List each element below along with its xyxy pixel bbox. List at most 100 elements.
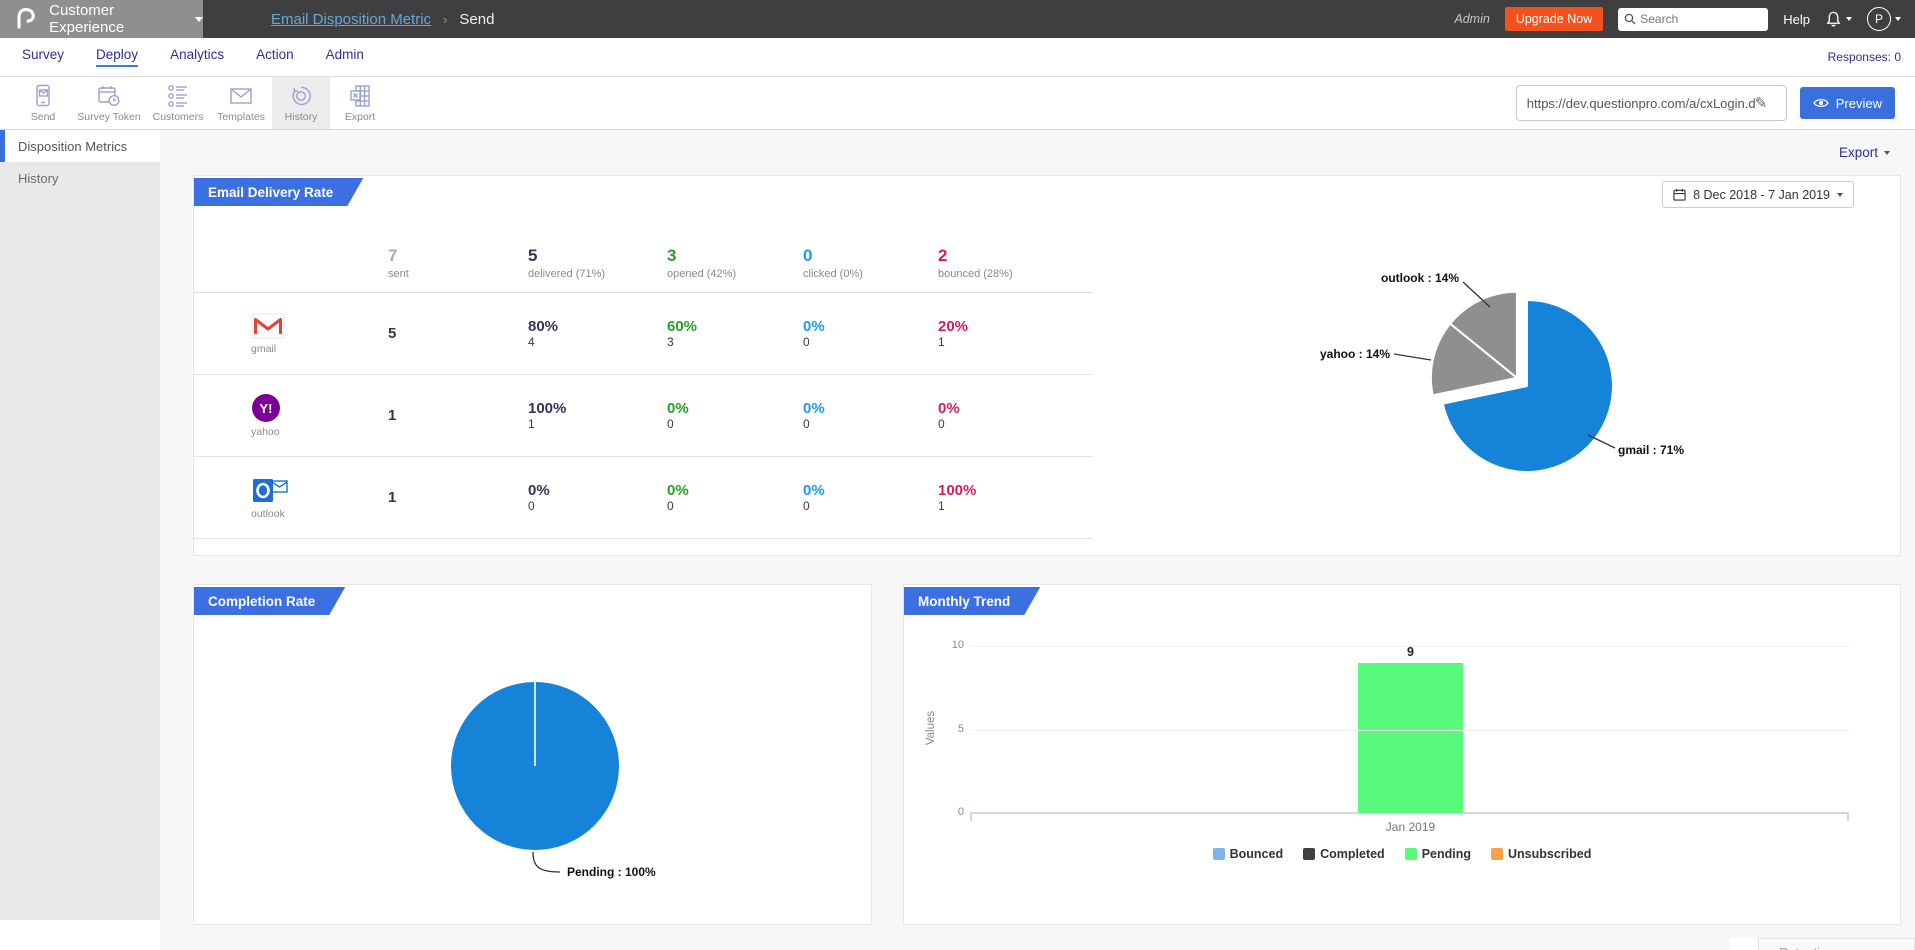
nav-item-survey[interactable]: Survey bbox=[22, 47, 65, 62]
bell-icon bbox=[1826, 11, 1841, 27]
provider-label: outlook bbox=[251, 508, 285, 520]
breadcrumb-survey-link[interactable]: Email Disposition Metric bbox=[271, 10, 432, 28]
tool-send[interactable]: Send bbox=[14, 77, 72, 129]
notifications-control[interactable] bbox=[1825, 10, 1852, 28]
email-delivery-rate-panel: Email Delivery Rate 8 Dec 2018 - 7 Jan 2… bbox=[193, 175, 1901, 556]
table-row-outlook: outlook 1 0% 0 0% 0 0% 0 100% 1 bbox=[194, 457, 1093, 539]
top-header: Customer Experience Email Disposition Me… bbox=[0, 0, 1915, 38]
x-axis-label: Jan 2019 bbox=[1385, 820, 1436, 834]
tool-templates[interactable]: Templates bbox=[210, 77, 272, 129]
legend-marker bbox=[1212, 848, 1225, 860]
breadcrumb: Email Disposition Metric › Send bbox=[271, 11, 494, 28]
y-axis-tick-label: 5 bbox=[957, 722, 964, 735]
svg-text:yahoo : 14%: yahoo : 14% bbox=[1320, 347, 1390, 361]
tool-label: Customers bbox=[152, 111, 204, 123]
brand-block[interactable]: Customer Experience bbox=[0, 0, 203, 38]
svg-text:Pending : 100%: Pending : 100% bbox=[567, 865, 656, 879]
summary-opened: 3 opened (42%) bbox=[667, 246, 737, 280]
preview-label: Preview bbox=[1835, 95, 1882, 111]
partial-footer-tab[interactable]: Retention bbox=[1758, 938, 1915, 950]
survey-url-input[interactable] bbox=[1526, 95, 1755, 111]
bar-value-label: 9 bbox=[1407, 645, 1414, 659]
sidebar: Disposition Metrics History bbox=[0, 130, 160, 950]
axis-tick bbox=[1847, 812, 1849, 821]
chevron-down-icon[interactable] bbox=[195, 16, 203, 22]
deploy-toolbar: Send Survey Token Customers bbox=[0, 77, 1915, 130]
provider-label: yahoo bbox=[251, 426, 280, 438]
tool-survey-token[interactable]: Survey Token bbox=[72, 77, 146, 129]
nav-item-admin[interactable]: Admin bbox=[325, 47, 364, 62]
legend-label: Bounced bbox=[1229, 847, 1284, 861]
delivery-table: 7 sent 5 delivered (71%) 3 opened (42%) bbox=[194, 246, 1093, 539]
legend-item-pending[interactable]: Pending bbox=[1404, 847, 1472, 861]
sidebar-item-disposition-metrics[interactable]: Disposition Metrics bbox=[0, 130, 160, 162]
tool-label: History bbox=[284, 111, 318, 123]
nav-item-analytics[interactable]: Analytics bbox=[170, 47, 225, 62]
y-axis-tick-label: 10 bbox=[951, 639, 964, 651]
gridline bbox=[970, 646, 1849, 647]
email-provider-pie-chart: gmail : 71% yahoo : 14% outlook : 14% bbox=[1320, 271, 1684, 473]
upgrade-now-button[interactable]: Upgrade Now bbox=[1504, 7, 1604, 31]
legend-item-unsubscribed[interactable]: Unsubscribed bbox=[1491, 847, 1591, 861]
footer-gap bbox=[1730, 938, 1758, 950]
panel-title-ribbon: Monthly Trend bbox=[904, 587, 1040, 615]
tool-label: Templates bbox=[217, 111, 265, 123]
header-actions: Admin Upgrade Now Help P bbox=[1454, 0, 1901, 38]
send-phone-mail-icon bbox=[36, 84, 50, 107]
survey-token-calendar-icon bbox=[98, 86, 120, 107]
provider-label: gmail bbox=[251, 342, 277, 355]
help-link[interactable]: Help bbox=[1783, 11, 1810, 27]
account-menu[interactable]: P bbox=[1867, 7, 1901, 31]
panel-title-ribbon: Completion Rate bbox=[194, 587, 345, 615]
yahoo-icon: Y! bbox=[252, 394, 280, 422]
export-link[interactable]: Export bbox=[1838, 145, 1878, 160]
date-range-label: 8 Dec 2018 - 7 Jan 2019 bbox=[1693, 187, 1830, 202]
sidebar-list: Disposition Metrics History bbox=[0, 130, 160, 920]
nav-item-deploy[interactable]: Deploy bbox=[96, 47, 139, 67]
date-range-picker[interactable]: 8 Dec 2018 - 7 Jan 2019 bbox=[1662, 181, 1854, 208]
search-icon bbox=[1625, 13, 1636, 25]
search-input[interactable] bbox=[1640, 12, 1756, 26]
legend-item-completed[interactable]: Completed bbox=[1303, 847, 1385, 861]
chevron-down-icon[interactable] bbox=[1884, 150, 1890, 155]
sidebar-item-label: Disposition Metrics bbox=[18, 138, 128, 154]
tool-export[interactable]: Export bbox=[330, 77, 390, 129]
edit-pencil-icon[interactable]: ✎ bbox=[1754, 95, 1768, 112]
delivery-summary-row: 7 sent 5 delivered (71%) 3 opened (42%) bbox=[194, 246, 1093, 293]
legend-label: Unsubscribed bbox=[1508, 847, 1592, 861]
summary-clicked: 0 clicked (0%) bbox=[803, 246, 863, 280]
tool-label: Survey Token bbox=[77, 111, 141, 123]
legend-marker bbox=[1491, 848, 1504, 860]
monthly-trend-panel: Monthly Trend Values 0 5 10 9 Jan 2019 Bou… bbox=[903, 584, 1901, 925]
tool-history[interactable]: History bbox=[272, 77, 330, 129]
svg-text:outlook : 14%: outlook : 14% bbox=[1381, 271, 1459, 285]
legend-label: Pending bbox=[1421, 847, 1472, 861]
chevron-down-icon bbox=[1846, 17, 1852, 21]
header-search[interactable] bbox=[1618, 7, 1769, 31]
pending-bar[interactable] bbox=[1358, 662, 1463, 813]
chart-legend: Bounced Completed Pending Unsubscribed bbox=[904, 847, 1900, 861]
panel-title-ribbon: Email Delivery Rate bbox=[194, 178, 363, 206]
x-axis-line bbox=[970, 812, 1849, 814]
responses-count: Responses: 0 bbox=[1827, 50, 1901, 64]
questionpro-logo-icon bbox=[17, 7, 35, 29]
lower-panels: Completion Rate Pending : 100% Monthly T… bbox=[193, 584, 1901, 925]
tool-customers[interactable]: Customers bbox=[146, 77, 210, 129]
nav-item-action[interactable]: Action bbox=[256, 47, 294, 62]
sidebar-item-history[interactable]: History bbox=[0, 162, 160, 194]
main-nav: Survey Deploy Analytics Action Admin Res… bbox=[0, 38, 1915, 77]
legend-marker bbox=[1404, 848, 1417, 860]
body: Disposition Metrics History Export Email… bbox=[0, 130, 1915, 950]
provider-cell: outlook bbox=[194, 475, 388, 520]
table-row-gmail: gmail 5 80% 4 60% 3 0% 0 20% 1 bbox=[194, 293, 1093, 375]
completion-rate-panel: Completion Rate Pending : 100% bbox=[193, 584, 872, 925]
axis-tick bbox=[970, 812, 972, 821]
summary-bounced: 2 bounced (28%) bbox=[938, 246, 1013, 280]
chevron-down-icon bbox=[1837, 192, 1843, 197]
product-title: Customer Experience bbox=[49, 2, 125, 36]
preview-button[interactable]: Preview bbox=[1799, 87, 1895, 119]
export-spreadsheet-icon bbox=[350, 85, 370, 107]
customers-list-icon bbox=[168, 85, 187, 107]
legend-item-bounced[interactable]: Bounced bbox=[1212, 847, 1284, 861]
